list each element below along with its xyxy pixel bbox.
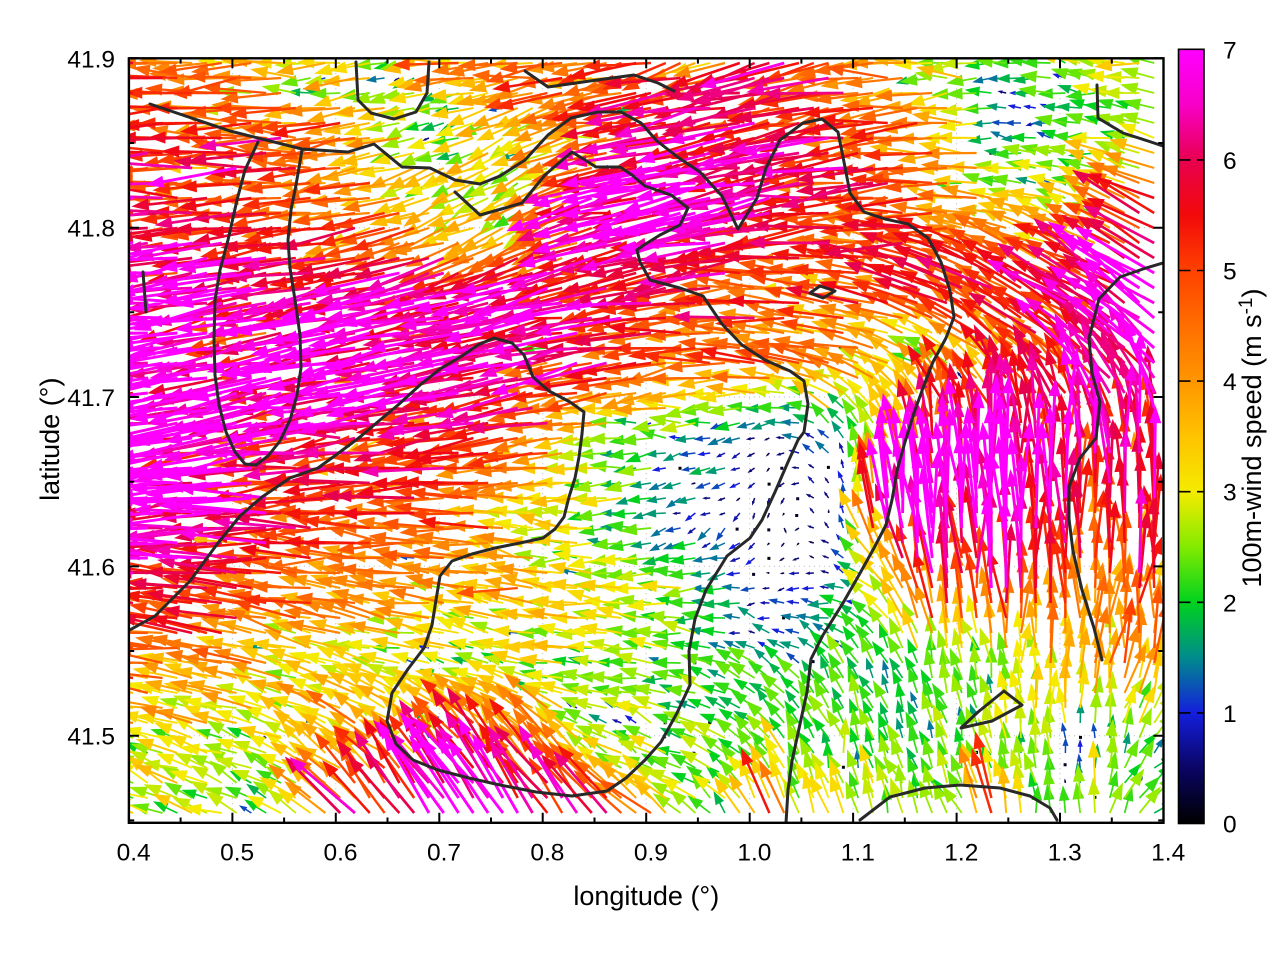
svg-text:100m-wind speed (m s-1): 100m-wind speed (m s-1) bbox=[1236, 288, 1267, 587]
svg-text:41.7: 41.7 bbox=[67, 385, 115, 412]
svg-text:4: 4 bbox=[1223, 369, 1237, 396]
svg-text:0.7: 0.7 bbox=[427, 839, 461, 866]
svg-text:6: 6 bbox=[1223, 148, 1237, 175]
svg-text:0.9: 0.9 bbox=[634, 839, 668, 866]
svg-text:1.4: 1.4 bbox=[1151, 839, 1185, 866]
svg-text:0.8: 0.8 bbox=[530, 839, 564, 866]
svg-text:7: 7 bbox=[1223, 37, 1237, 64]
svg-text:2: 2 bbox=[1223, 590, 1237, 617]
svg-text:41.5: 41.5 bbox=[67, 724, 115, 751]
svg-text:1.0: 1.0 bbox=[737, 839, 771, 866]
svg-text:0.6: 0.6 bbox=[323, 839, 357, 866]
svg-text:0.5: 0.5 bbox=[220, 839, 254, 866]
svg-text:1.3: 1.3 bbox=[1048, 839, 1082, 866]
svg-text:1.1: 1.1 bbox=[841, 839, 875, 866]
svg-text:0: 0 bbox=[1223, 812, 1237, 839]
svg-text:41.9: 41.9 bbox=[67, 46, 115, 73]
svg-text:latitude (°): latitude (°) bbox=[35, 378, 65, 501]
svg-text:3: 3 bbox=[1223, 480, 1237, 507]
svg-text:41.6: 41.6 bbox=[67, 554, 115, 581]
svg-text:41.8: 41.8 bbox=[67, 216, 115, 243]
svg-text:0.4: 0.4 bbox=[117, 839, 151, 866]
svg-text:5: 5 bbox=[1223, 259, 1237, 286]
svg-text:1: 1 bbox=[1223, 701, 1237, 728]
svg-text:longitude (°): longitude (°) bbox=[573, 881, 719, 911]
svg-text:1.2: 1.2 bbox=[944, 839, 978, 866]
